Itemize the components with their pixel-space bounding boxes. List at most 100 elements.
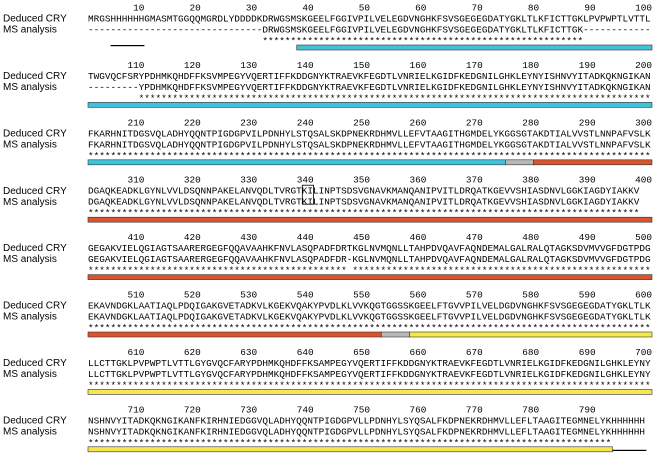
ruler-number: 720 — [184, 404, 201, 415]
deduced-sequence: EKAVNDGKLAATIAQLPDQIGAKGVETADKVLKGEKVQAK… — [88, 300, 651, 311]
ruler-number: 480 — [522, 232, 539, 243]
ruler-number: 360 — [410, 175, 427, 186]
ruler-number: 520 — [184, 289, 201, 300]
domain-bar — [87, 159, 506, 166]
ruler-number: 250 — [353, 117, 370, 128]
ruler-number: 790 — [579, 404, 596, 415]
deduced-sequence: GEGAKVIELQGIAGTSAARERGEGFQQAVAAHKFNVLASQ… — [88, 243, 651, 254]
conservation: ****************************************… — [88, 35, 583, 46]
ruler-number: 680 — [522, 347, 539, 358]
domain-bar — [87, 389, 653, 395]
ms-sequence: NSHNVYITADKQKNGIKANFKIRHNIEDGGVQLADHYQQN… — [88, 426, 645, 437]
deduced-sequence: FKARHNITDGSVQLADHYQQNTPIGDGPVILPDNHYLSTQ… — [88, 128, 651, 139]
row-label: MS analysis — [3, 254, 57, 265]
conservation: ****************************************… — [88, 208, 639, 219]
ruler-number: 450 — [353, 232, 370, 243]
deduced-sequence: MRGSHHHHHHGMASMTGGQQMGRDLYDDDDKDRWGSMSKG… — [88, 13, 651, 24]
ruler-number: 570 — [466, 289, 483, 300]
ruler-number: 100 — [635, 2, 652, 13]
ruler-number: 660 — [410, 347, 427, 358]
ruler-number: 710 — [128, 404, 145, 415]
ruler-number: 490 — [579, 232, 596, 243]
ruler-number: 230 — [240, 117, 257, 128]
row-label: Deduced CRY — [3, 301, 67, 312]
ruler-number: 440 — [297, 232, 314, 243]
ruler-number: 770 — [466, 404, 483, 415]
ruler-number: 700 — [635, 347, 652, 358]
ruler-number: 270 — [466, 117, 483, 128]
highlight-box — [301, 184, 315, 205]
ms-sequence: DGAQKEADKLGYNLVVLDSQNNPAKELANVQDLTVRGTKI… — [88, 197, 640, 208]
ruler-number: 590 — [579, 289, 596, 300]
ruler-number: 370 — [466, 175, 483, 186]
row-label: MS analysis — [3, 426, 57, 437]
ruler-number: 500 — [635, 232, 652, 243]
deduced-sequence: DGAQKEADKLGYNLVVLDSQNNPAKELANVQDLTVRGTKI… — [88, 186, 640, 197]
domain-bar — [409, 331, 653, 338]
ruler-number: 30 — [246, 2, 258, 13]
row-label: MS analysis — [3, 197, 57, 208]
row-label: MS analysis — [3, 25, 57, 36]
ruler-number: 510 — [128, 289, 145, 300]
conservation: ****************************************… — [88, 322, 651, 333]
row-label: MS analysis — [3, 82, 57, 93]
ruler-number: 330 — [240, 175, 257, 186]
ruler-number: 220 — [184, 117, 201, 128]
ruler-number: 620 — [184, 347, 201, 358]
ruler-number: 80 — [528, 2, 540, 13]
ruler-number: 610 — [128, 347, 145, 358]
domain-bar — [380, 331, 410, 338]
deduced-sequence: NSHNVYITADKQKNGIKANFKIRHNIEDGGVQLADHYQQN… — [88, 415, 645, 426]
ruler-number: 130 — [240, 60, 257, 71]
ruler-number: 170 — [466, 60, 483, 71]
ruler-number: 140 — [297, 60, 314, 71]
domain-bar — [87, 216, 653, 223]
ruler-number: 430 — [240, 232, 257, 243]
ruler-number: 540 — [297, 289, 314, 300]
ruler-number: 760 — [410, 404, 427, 415]
ms-sequence: GEGAKVIELQGIAGTSAARERGEGFQQAVAAHKFNVLASQ… — [88, 254, 651, 265]
ruler-number: 20 — [190, 2, 202, 13]
ms-sequence: FKARHNITDGSVQLADHYQQNTPIGDGPVILPDNHYLSTQ… — [88, 139, 651, 150]
ruler-number: 670 — [466, 347, 483, 358]
ruler-number: 340 — [297, 175, 314, 186]
ruler-number: 390 — [579, 175, 596, 186]
row-label: Deduced CRY — [3, 243, 67, 254]
ms-sequence: ---------YPDHMKQHDFFKSVMPEGYVQERTIFFKDDG… — [88, 82, 651, 93]
ruler-number: 420 — [184, 232, 201, 243]
ruler-number: 730 — [240, 404, 257, 415]
ruler-number: 70 — [472, 2, 484, 13]
ruler-number: 650 — [353, 347, 370, 358]
domain-bar — [612, 449, 647, 451]
domain-bar — [87, 102, 653, 108]
conservation: ****************************************… — [88, 380, 651, 391]
ruler-number: 60 — [415, 2, 427, 13]
ruler-number: 310 — [128, 175, 145, 186]
ruler-number: 300 — [635, 117, 652, 128]
row-label: MS analysis — [3, 139, 57, 150]
ruler-number: 40 — [302, 2, 314, 13]
row-label: MS analysis — [3, 369, 57, 380]
domain-bar — [87, 446, 613, 453]
row-label: Deduced CRY — [3, 358, 67, 369]
ruler-number: 780 — [522, 404, 539, 415]
conservation: ****************************************… — [88, 150, 651, 161]
ruler-number: 110 — [128, 60, 145, 71]
deduced-sequence: LLCTTGKLPVPWPTLVTTLGYGVQCFARYPDHMKQHDFFK… — [88, 358, 651, 369]
ruler-number: 690 — [579, 347, 596, 358]
row-label: Deduced CRY — [3, 71, 67, 82]
ms-sequence: -------------------------------DRWGSMSKG… — [88, 24, 651, 35]
ruler-number: 400 — [635, 175, 652, 186]
ruler-number: 740 — [297, 404, 314, 415]
ruler-number: 150 — [353, 60, 370, 71]
ruler-number: 460 — [410, 232, 427, 243]
conservation: ****************************************… — [88, 265, 651, 276]
domain-bar — [296, 44, 653, 51]
ruler-number: 410 — [128, 232, 145, 243]
ruler-number: 380 — [522, 175, 539, 186]
ruler-number: 560 — [410, 289, 427, 300]
domain-bar — [110, 45, 145, 47]
ms-sequence: LLCTTGKLPVPWPTLVTTLGYGVQCFARYPDHMKQHDFFK… — [88, 369, 651, 380]
ruler-number: 10 — [133, 2, 145, 13]
